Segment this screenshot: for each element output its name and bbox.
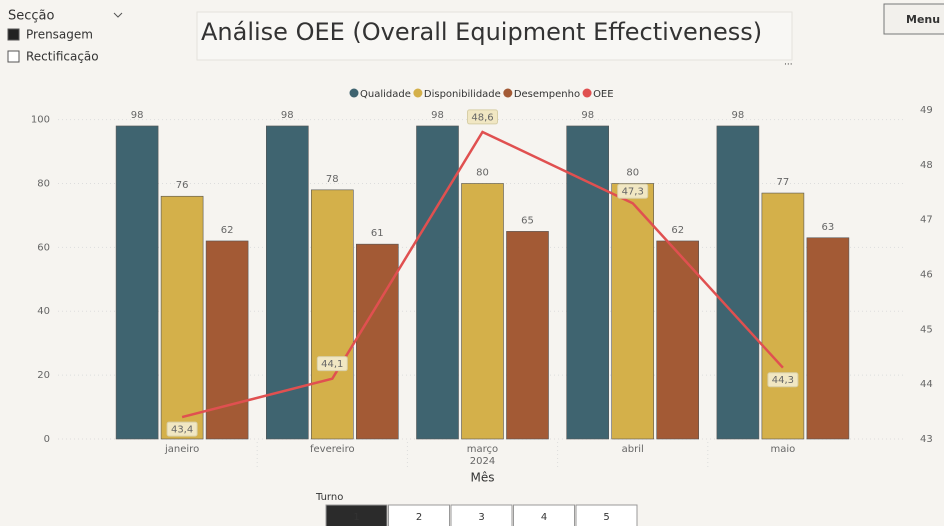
x-tick-label: fevereiro xyxy=(310,444,355,455)
turno-title: Turno xyxy=(315,492,343,503)
legend-label: Qualidade xyxy=(360,89,411,100)
turno-label[interactable]: 3 xyxy=(478,512,484,523)
menu-label[interactable]: Menu xyxy=(906,13,940,26)
x-tick-label: janeiro xyxy=(164,444,199,455)
legend-label: Desempenho xyxy=(514,89,580,100)
title-box xyxy=(196,11,793,61)
x-group-label: 2024 xyxy=(470,456,495,467)
slicer-chevron[interactable] xyxy=(113,12,123,18)
oee-data-label: 44,3 xyxy=(772,375,794,386)
x-tick-label: maio xyxy=(771,444,796,455)
x-axis-title: Mês xyxy=(471,471,495,485)
bar xyxy=(461,183,504,440)
oee-label-box xyxy=(166,421,198,437)
bar xyxy=(716,125,760,440)
oee-label-box xyxy=(767,372,799,388)
turno-button[interactable] xyxy=(513,504,575,526)
bar xyxy=(761,192,805,440)
turno-label[interactable]: 1 xyxy=(353,512,359,523)
legend-label: Disponibilidade xyxy=(424,89,501,100)
y-tick-label: 40 xyxy=(37,306,50,317)
bar xyxy=(265,125,309,440)
bar-data-label: 63 xyxy=(822,222,835,233)
bar-data-label: 76 xyxy=(176,180,189,191)
y-tick-label: 20 xyxy=(37,370,50,381)
menu-button[interactable] xyxy=(883,3,944,35)
bar xyxy=(115,125,159,440)
oee-data-label: 48,6 xyxy=(471,112,493,123)
y2-tick-label: 43 xyxy=(920,434,933,445)
slicer-option[interactable]: Prensagem xyxy=(26,28,93,42)
bar xyxy=(355,243,399,440)
legend-label: OEE xyxy=(593,89,614,100)
bar-data-label: 78 xyxy=(326,174,339,185)
y2-tick-label: 49 xyxy=(920,105,933,116)
turno-button[interactable] xyxy=(575,504,638,526)
bar-data-label: 98 xyxy=(281,110,294,121)
y-tick-label: 80 xyxy=(37,178,50,189)
bar-data-label: 65 xyxy=(521,215,534,226)
oee-data-label: 47,3 xyxy=(622,187,644,198)
y2-tick-label: 45 xyxy=(920,324,933,335)
bar xyxy=(310,189,354,440)
y-tick-label: 0 xyxy=(44,434,50,445)
bar-data-label: 77 xyxy=(777,177,790,188)
chart-title: Análise OEE (Overall Equipment Effective… xyxy=(201,18,762,46)
y2-tick-label: 44 xyxy=(920,379,933,390)
bar xyxy=(416,125,459,440)
bar-data-label: 98 xyxy=(131,110,144,121)
legend-marker xyxy=(582,88,592,98)
turno-button[interactable] xyxy=(450,504,513,526)
y2-tick-label: 46 xyxy=(920,270,933,281)
x-tick-label: abril xyxy=(622,444,644,455)
oee-label-box xyxy=(617,183,649,199)
bar-data-label: 80 xyxy=(476,167,489,178)
oee-data-label: 43,4 xyxy=(171,425,193,436)
bar-data-label: 61 xyxy=(371,228,384,239)
turno-button[interactable] xyxy=(325,504,388,526)
oee-label-box xyxy=(467,109,498,125)
bar-data-label: 98 xyxy=(732,110,745,121)
bar-data-label: 62 xyxy=(221,225,234,236)
y-tick-label: 100 xyxy=(31,115,50,126)
checkbox[interactable] xyxy=(7,50,20,63)
slicer-option[interactable]: Rectificação xyxy=(26,50,99,64)
turno-button[interactable] xyxy=(388,504,450,526)
more-options[interactable]: ... xyxy=(784,58,793,68)
oee-data-label: 44,1 xyxy=(321,359,343,370)
oee-label-box xyxy=(316,356,348,372)
bar xyxy=(160,195,204,440)
legend-marker xyxy=(503,88,513,98)
bar-data-label: 98 xyxy=(581,110,594,121)
y-tick-label: 60 xyxy=(37,242,50,253)
legend-marker xyxy=(413,88,423,98)
bar-data-label: 98 xyxy=(431,110,444,121)
bar-data-label: 62 xyxy=(671,225,684,236)
turno-label[interactable]: 5 xyxy=(603,512,609,523)
bar-data-label: 80 xyxy=(626,167,639,178)
bar xyxy=(506,231,549,440)
y2-tick-label: 48 xyxy=(920,160,933,171)
legend-marker xyxy=(349,88,359,98)
turno-label[interactable]: 4 xyxy=(541,512,547,523)
turno-label[interactable]: 2 xyxy=(416,512,422,523)
slicer-title: Secção xyxy=(8,9,55,24)
checkbox[interactable] xyxy=(7,28,20,41)
oee-line xyxy=(181,130,784,419)
bar xyxy=(806,237,850,440)
x-tick-label: março xyxy=(467,444,498,455)
bar xyxy=(566,125,610,440)
y2-tick-label: 47 xyxy=(920,215,933,226)
bar xyxy=(656,240,700,440)
bar xyxy=(611,183,655,440)
